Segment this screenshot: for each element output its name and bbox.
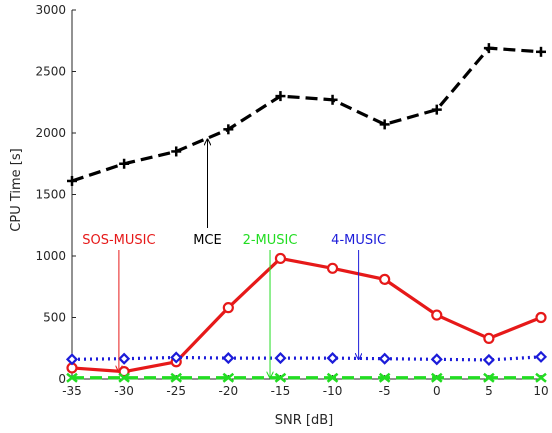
data-point [534,350,548,363]
x-tick-label: -30 [114,384,134,398]
y-axis-title: CPU Time [s] [9,148,24,231]
x-tick-label: -20 [219,384,239,398]
annotation: SOS-MUSIC [82,233,156,372]
data-point [222,372,235,383]
data-point [483,43,494,54]
series-2-music [66,372,547,383]
series-mce [67,43,546,186]
data-point [326,262,339,274]
data-point [274,252,287,265]
annotation-label: MCE [193,233,222,248]
series-line [71,355,542,362]
data-point [118,352,131,365]
data-point [431,104,442,115]
data-point [430,353,443,366]
y-tick-label: 1500 [35,188,66,202]
data-point [327,94,338,105]
data-point [67,175,77,186]
data-point [170,372,183,383]
data-point [326,372,339,383]
data-point [483,372,495,383]
data-point [536,46,546,57]
x-tick-label: -35 [62,384,82,398]
data-point [275,91,286,102]
series-line [71,256,542,374]
series-layer [65,43,548,383]
y-tick-label: 500 [43,311,66,325]
annotation-label: SOS-MUSIC [82,233,155,248]
data-point [65,353,79,366]
y-tick-label: 1000 [35,249,66,263]
data-point [431,309,443,321]
data-point [535,372,547,383]
annotation: 2-MUSIC [243,233,298,378]
data-point [326,352,339,365]
x-tick-label: -15 [271,384,291,398]
data-point [535,311,547,324]
data-point [222,302,234,314]
data-point [274,372,287,383]
data-point [483,332,495,345]
x-tick-label: 10 [533,384,548,398]
x-axis-title: SNR [dB] [275,413,333,428]
data-point [171,146,182,157]
annotation-label: 4-MUSIC [331,233,386,248]
data-point [430,372,443,383]
x-tick-label: -10 [323,384,343,398]
annotation-layer: SOS-MUSIC MCE 2-MUSIC 4-MUSIC [82,139,386,378]
y-tick-label: 3000 [35,3,66,17]
data-point [274,352,287,365]
x-tick-label: -5 [379,384,391,398]
annotation: 4-MUSIC [331,233,386,359]
annotation: MCE [193,139,222,248]
data-point [378,372,391,383]
data-point [482,353,495,366]
x-tick-label: 5 [485,384,493,398]
y-tick-label: 2000 [35,126,66,140]
data-point [223,124,234,135]
data-point [170,351,183,364]
data-point [118,372,130,383]
y-tick-label: 0 [58,372,66,386]
annotation-label: 2-MUSIC [243,233,298,248]
series-line [71,46,542,183]
y-tick-label: 2500 [35,65,66,79]
data-point [119,158,130,169]
data-point [378,352,391,365]
axes: -35 -30 -25 -20 -15 -10 -5 0 5 10 0 500 1000 1500 2000… [35,3,548,398]
x-tick-label: -25 [166,384,186,398]
series-4-music [65,350,548,366]
data-point [222,352,235,365]
data-point [379,273,391,285]
x-tick-label: 0 [433,384,441,398]
data-point [379,119,390,130]
data-point [66,372,78,383]
